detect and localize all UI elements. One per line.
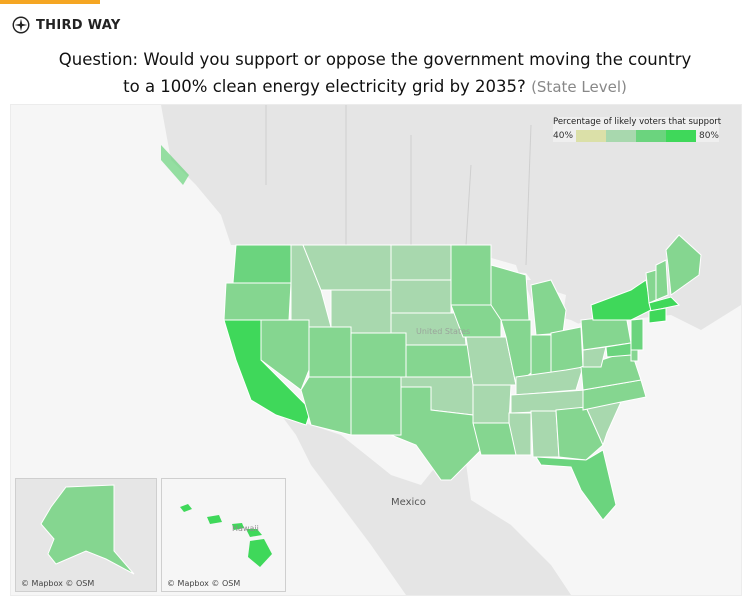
- brand-accent-bar: [0, 0, 100, 4]
- brand-logo[interactable]: THIRD WAY: [12, 14, 121, 36]
- state-michigan[interactable]: [530, 279, 567, 336]
- hawaii-faint-label: Hawaii: [232, 524, 259, 533]
- state-north-dakota[interactable]: [390, 244, 452, 281]
- state-indiana[interactable]: [530, 334, 552, 378]
- state-new-jersey[interactable]: [630, 318, 644, 351]
- question-subtitle: (State Level): [531, 78, 627, 96]
- state-alabama[interactable]: [530, 410, 560, 458]
- legend-swatch-2: [606, 130, 637, 142]
- province-borders: [265, 105, 532, 266]
- canada-land: [161, 105, 741, 335]
- hawaii-canvas: [162, 479, 285, 591]
- state-alaska[interactable]: [40, 484, 135, 575]
- compass-star-icon: [12, 16, 30, 34]
- state-georgia[interactable]: [555, 406, 604, 461]
- state-kentucky[interactable]: [515, 366, 584, 396]
- bc-coast-green: [161, 145, 189, 185]
- brand-name: THIRD WAY: [36, 17, 121, 33]
- mexico-label: Mexico: [391, 497, 426, 508]
- state-oregon[interactable]: [223, 282, 292, 321]
- state-arizona[interactable]: [300, 376, 352, 436]
- state-florida[interactable]: [535, 449, 617, 521]
- state-maine[interactable]: [665, 234, 702, 296]
- state-nevada[interactable]: [260, 319, 310, 391]
- alaska-credit: © Mapbox © OSM: [21, 579, 95, 588]
- states-layer: [223, 234, 702, 521]
- hawaii-inset[interactable]: Hawaii © Mapbox © OSM: [161, 478, 286, 592]
- legend-swatch-3: [636, 130, 667, 142]
- alaska-inset[interactable]: © Mapbox © OSM: [15, 478, 157, 592]
- state-mississippi[interactable]: [508, 412, 532, 456]
- legend-title: Percentage of likely voters that support: [553, 117, 722, 127]
- legend-scale: 40% 80%: [553, 130, 719, 142]
- state-colorado[interactable]: [350, 332, 407, 378]
- us-state-map[interactable]: Mexico United States Percentage of likel…: [10, 104, 742, 596]
- state-minnesota[interactable]: [450, 244, 492, 306]
- state-kansas[interactable]: [405, 344, 472, 378]
- legend-swatch-1: [576, 130, 607, 142]
- state-idaho[interactable]: [290, 244, 332, 328]
- color-legend: Percentage of likely voters that support…: [553, 117, 722, 142]
- state-connecticut[interactable]: [648, 307, 667, 324]
- state-washington[interactable]: [232, 244, 292, 284]
- legend-swatch-4: [666, 130, 697, 142]
- state-new-mexico[interactable]: [350, 376, 402, 436]
- state-hawaii[interactable]: [180, 504, 272, 567]
- legend-min-label: 40%: [553, 131, 574, 141]
- hawaii-credit: © Mapbox © OSM: [167, 579, 241, 588]
- state-south-dakota[interactable]: [390, 279, 452, 314]
- question-title-line2: to a 100% clean energy electricity grid …: [0, 77, 750, 96]
- state-utah[interactable]: [308, 326, 352, 378]
- legend-max-label: 80%: [698, 131, 719, 141]
- alaska-canvas: [16, 479, 156, 591]
- state-delaware[interactable]: [630, 349, 639, 362]
- us-faint-label: United States: [416, 327, 471, 336]
- state-new-hampshire[interactable]: [655, 259, 669, 301]
- state-arkansas[interactable]: [472, 384, 512, 424]
- question-title-line1: Question: Would you support or oppose th…: [58, 50, 692, 69]
- state-texas[interactable]: [390, 386, 482, 481]
- mexico-land: [281, 415, 571, 595]
- legend-bar: [576, 130, 697, 142]
- question-title-line2-text: to a 100% clean energy electricity grid …: [123, 77, 526, 96]
- state-massachusetts[interactable]: [648, 296, 681, 312]
